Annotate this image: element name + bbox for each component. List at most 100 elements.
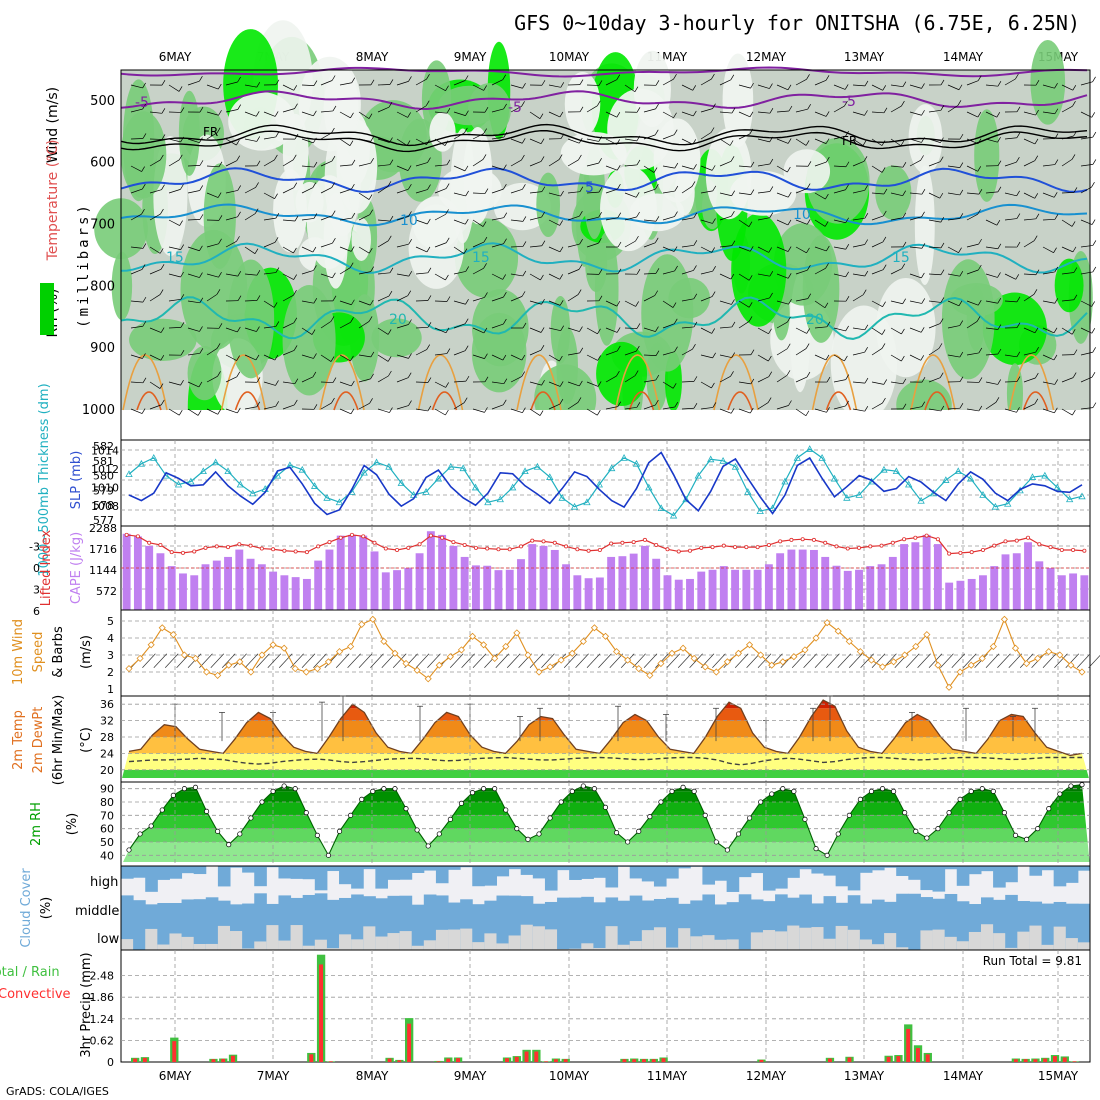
precip-convective-bar	[221, 1058, 226, 1062]
wind-barb	[928, 408, 941, 412]
wind-barb-flag	[807, 265, 811, 271]
wind-barb-flag	[939, 192, 944, 199]
cape-bar	[866, 566, 875, 610]
wind-barb-flag	[864, 110, 868, 116]
wind-barb-flag	[901, 100, 905, 107]
footer-credit: GrADS: COLA/IGES	[6, 1085, 109, 1098]
wind-barb-flag	[427, 405, 432, 412]
wind-barb	[263, 405, 276, 410]
wind-barb-flag	[368, 248, 373, 254]
wind-speed-point	[613, 648, 621, 656]
cape-bar	[393, 570, 401, 610]
cloud-low-clear	[932, 929, 946, 950]
wind-barb	[282, 187, 294, 194]
wind-barb-flag	[293, 182, 298, 188]
wind-barb-flag	[845, 400, 849, 407]
wind-barb-flag	[370, 351, 375, 358]
wind-speed-point	[347, 642, 355, 651]
cape-bar	[156, 553, 165, 610]
wind-barb-flag	[141, 166, 145, 172]
wind-barb	[130, 408, 143, 414]
cape-bar	[483, 565, 492, 610]
thickness-point	[471, 483, 480, 491]
wind-barb	[263, 242, 276, 248]
wind-barb-flag	[521, 354, 526, 361]
rh-point	[957, 796, 963, 802]
surface-barb	[347, 653, 361, 669]
cloud-high-block	[714, 866, 728, 881]
wind-barb	[871, 165, 883, 173]
wind-barb-flag	[692, 343, 696, 350]
li-point	[169, 550, 174, 555]
wind-barb-flag	[598, 157, 602, 164]
cape-bar	[877, 564, 886, 610]
wind-barb	[738, 219, 750, 227]
date-label: 12MAY	[746, 1069, 787, 1083]
wind-barb	[510, 188, 523, 194]
wind-barb-flag	[313, 265, 317, 271]
wind-barb-flag	[541, 240, 546, 246]
surface-barb	[757, 653, 772, 669]
wind-barb	[415, 219, 428, 225]
wind-barb-flag	[578, 154, 582, 161]
wind-barb	[130, 108, 143, 113]
cloud-high-block	[629, 866, 643, 879]
wind-barb-flag	[712, 218, 716, 224]
rh-point	[447, 816, 453, 822]
wind-barb	[681, 138, 693, 145]
wind-barb	[833, 405, 846, 410]
wind-barb	[225, 273, 238, 277]
wind-barb-flag	[292, 154, 297, 160]
thickness-point	[496, 495, 504, 503]
wind-barb-flag	[845, 374, 850, 380]
wind-barb-flag	[351, 183, 355, 190]
wind-barb-flag	[237, 326, 241, 333]
cloud-high-block	[423, 866, 437, 871]
wind-barb-flag	[1091, 327, 1096, 334]
wind-barb	[643, 108, 656, 113]
wind-barb	[681, 217, 694, 221]
surface-barb	[529, 653, 544, 669]
wind-barb	[472, 327, 485, 334]
cloud-low-clear	[435, 929, 449, 950]
li-point	[845, 546, 850, 551]
wind-barb-flag	[881, 140, 886, 146]
wind-barb	[890, 192, 903, 197]
wind-barb	[396, 216, 409, 221]
wind-barb	[833, 273, 846, 278]
wind-barb-flag	[1091, 112, 1096, 118]
wind-barb	[453, 80, 466, 86]
wind-barb-flag	[768, 247, 773, 253]
wind-barb-flag	[616, 300, 621, 307]
wind-barb-flag	[940, 137, 944, 143]
thickness-point	[793, 454, 802, 461]
wind-barb	[453, 323, 466, 329]
wind-barb-flag	[883, 107, 888, 114]
wind-barb-flag	[141, 408, 146, 414]
wind-barb	[738, 321, 750, 329]
li-point	[1003, 539, 1008, 544]
wind-barb	[472, 408, 485, 413]
wind-barb-flag	[274, 354, 279, 361]
cloud-middle-block	[544, 901, 558, 919]
wind-barb	[453, 219, 466, 225]
wind-barb	[1042, 327, 1055, 334]
li-point	[879, 543, 884, 548]
wind-barb-flag	[769, 136, 773, 143]
wind-barb	[168, 138, 181, 143]
wind-barb-flag	[463, 397, 468, 403]
wind-barb	[890, 268, 902, 275]
wind-speed-point	[834, 627, 842, 635]
wind-barb-flag	[1033, 289, 1038, 295]
cloud-middle-block	[569, 897, 582, 919]
wind-barb-flag	[881, 329, 886, 335]
slp-label: SLP (mb)	[69, 451, 84, 510]
wind-barb	[662, 406, 675, 410]
wind-barb	[434, 327, 447, 334]
cloud-high-block	[871, 866, 885, 871]
wind-barb	[662, 78, 674, 86]
wind-barb-flag	[541, 379, 545, 386]
wind-barb-flag	[387, 356, 392, 362]
wind-barb	[282, 219, 295, 222]
wind-barb-flag	[673, 112, 677, 118]
